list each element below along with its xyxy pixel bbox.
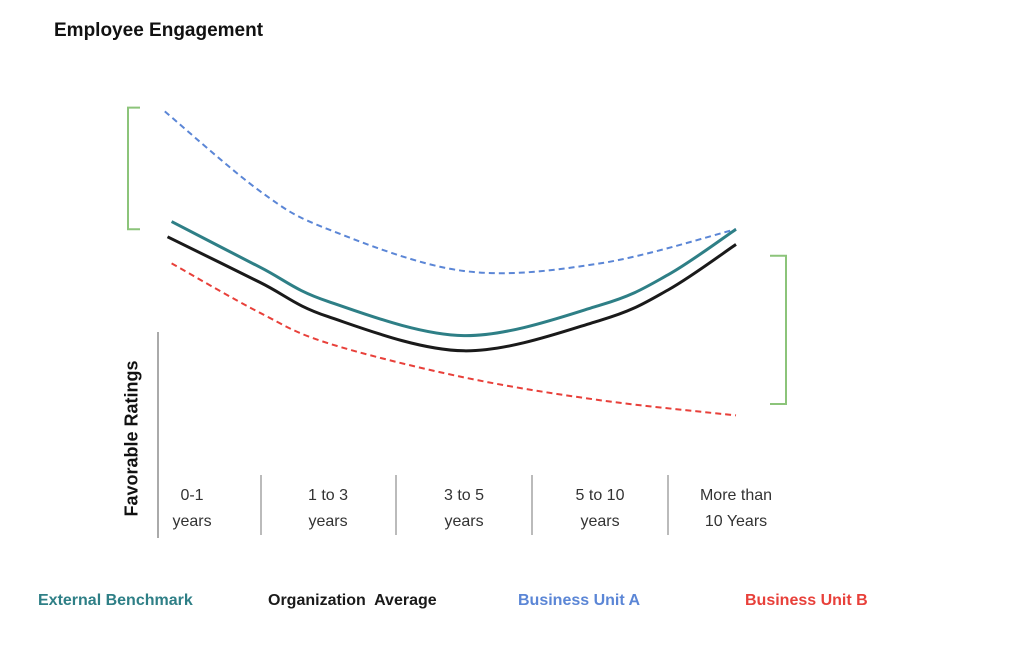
right-bracket (770, 254, 787, 405)
legend-item: External Benchmark (38, 592, 193, 609)
legend-item: Organization Average (268, 592, 437, 609)
legend-item: Business Unit A (518, 592, 641, 609)
x-tick-label: 5 to 10 years (540, 483, 660, 535)
chart-title: Employee Engagement (54, 20, 264, 41)
x-tick-label-line: More than (699, 487, 773, 504)
series-line-business-unit-b (171, 262, 737, 417)
left-bracket (127, 106, 140, 231)
x-tick-label: More than 10 Years (676, 483, 796, 535)
legend-item: Business Unit B (745, 592, 868, 609)
x-tick-label-line: years (580, 513, 620, 530)
x-tick-label: 1 to 3 years (268, 483, 388, 535)
series-line-business-unit-a (164, 110, 737, 275)
x-tick-label-line: 0-1 (180, 487, 204, 504)
x-tick-label: 3 to 5 years (404, 483, 524, 535)
series-line-external-benchmark (170, 220, 737, 338)
x-tick-label-line: 1 to 3 (307, 487, 349, 504)
x-tick-label-line: 3 to 5 (443, 487, 485, 504)
x-tick-label-line: years (172, 513, 212, 530)
x-tick-label-line: years (444, 513, 484, 530)
x-tick-label: 0-1 years (132, 483, 252, 535)
x-tick-label-line: 10 Years (704, 513, 768, 530)
series-line-organization-average (166, 235, 737, 353)
x-tick-label-line: 5 to 10 (575, 487, 625, 504)
x-tick-label-line: years (308, 513, 348, 530)
